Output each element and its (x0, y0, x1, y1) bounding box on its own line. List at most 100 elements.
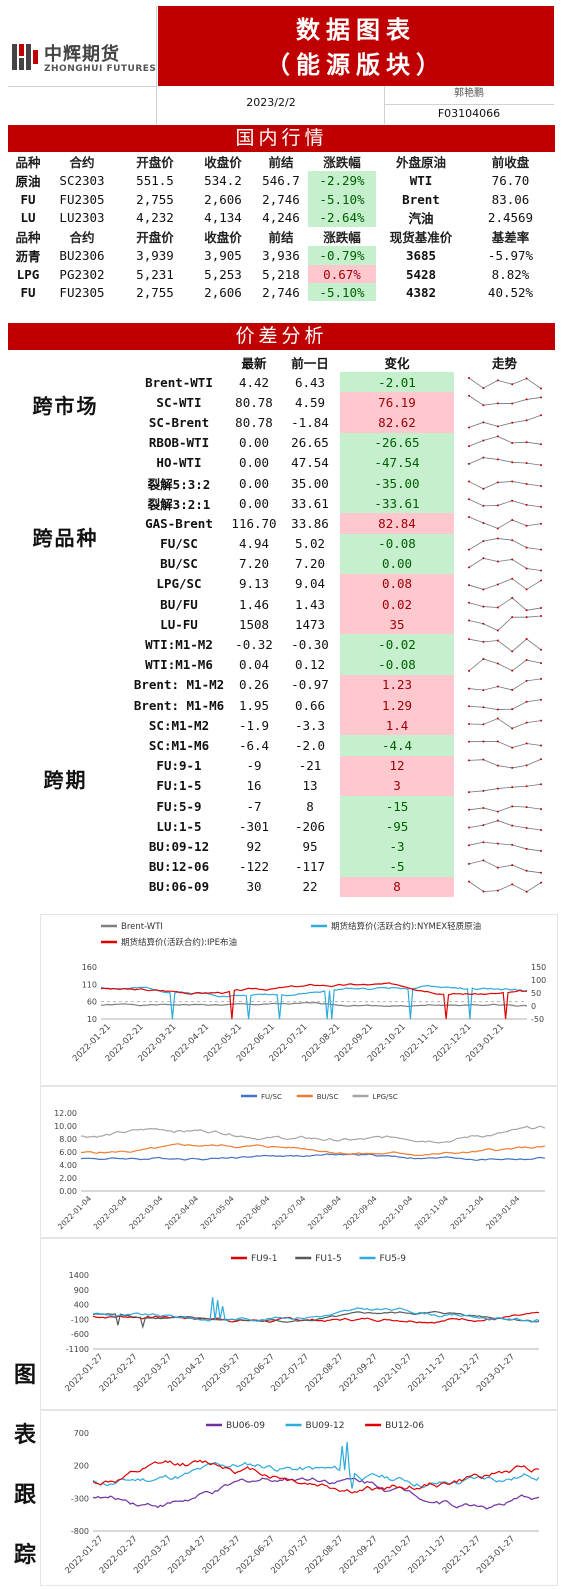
spread-prev: 1.43 (294, 596, 326, 612)
table-cell: 5428 (405, 266, 437, 282)
sparkline-path (468, 615, 541, 632)
spread-prev: -0.30 (291, 637, 329, 653)
sparkline-point (539, 615, 542, 618)
sparkline-point (481, 539, 484, 542)
sparkline-point (525, 806, 528, 809)
sparkline-point (496, 843, 499, 846)
table-cell: FU (20, 284, 36, 300)
spread-latest: 1508 (238, 616, 270, 632)
sparkline-point (539, 387, 542, 390)
title-line2: （能源版块） (266, 50, 446, 79)
spread-name: BU:06-09 (148, 879, 210, 895)
spread-name: FU:5-9 (156, 798, 202, 814)
spread-prev: 33.61 (291, 495, 329, 511)
sparkline-path (468, 377, 541, 389)
spread-prev: 6.43 (294, 374, 326, 390)
sparkline-point (510, 708, 513, 711)
spread-name: WTI:M1-M6 (145, 657, 213, 673)
sparkline-point (481, 706, 484, 709)
domestic-row: LPG PG2302 5,231 5,253 5,218 0.67% 5428 8.82% (10, 265, 555, 283)
domestic-row: 原油 SC2303 551.5 534.2 546.7 -2.29% WTI 76.70 (10, 171, 555, 190)
sparkline (467, 805, 542, 813)
table-cell: BU2306 (59, 248, 105, 263)
sparkline-point (496, 629, 499, 632)
y-tick-label-right: -50 (531, 1015, 544, 1024)
license-code: F03104066 (437, 107, 501, 120)
table-cell: -5.10% (308, 190, 376, 208)
y-tick-label: -800 (71, 1527, 89, 1536)
y-tick-label: 1400 (69, 1271, 89, 1280)
sparkline-point (467, 462, 470, 465)
table-cell: 83.06 (491, 191, 530, 207)
table-cell: 2,606 (204, 284, 242, 300)
sparkline-point (525, 785, 528, 788)
sparkline-point (525, 377, 528, 380)
spread-change: 8 (340, 876, 454, 897)
spread-prev: 22 (302, 879, 318, 895)
sparkline-point (539, 414, 542, 417)
sparkline-point (510, 499, 513, 502)
legend-label: 期货结算价(活跃合约):IPE布油 (121, 937, 237, 948)
spread-latest: 4.94 (238, 536, 270, 552)
spread-change: -15 (340, 795, 454, 817)
table-cell: 4,232 (136, 210, 174, 225)
spread-latest: 1.46 (238, 596, 270, 612)
legend-label: BU/SC (317, 1093, 339, 1101)
legend-label: Brent-WTI (121, 922, 163, 932)
spread-prev: -2.0 (294, 737, 326, 753)
sparkline-point (467, 444, 470, 447)
sparkline-point (539, 881, 542, 884)
table-cell: 4,134 (204, 210, 242, 225)
sparkline-point (510, 441, 513, 444)
spread-latest: -9 (246, 758, 262, 774)
sparkline-point (539, 485, 542, 488)
sparkline-point (481, 588, 484, 591)
sparkline (467, 597, 542, 612)
sparkline-point (496, 819, 499, 822)
spread-name: BU/FU (160, 596, 198, 612)
sparkline-cell (454, 433, 555, 453)
sparkline-point (539, 871, 542, 874)
sparkline-point (496, 708, 499, 711)
sparkline-path (468, 758, 541, 768)
spread-header-row: 最新 前一日 变化 走势 (130, 352, 555, 372)
sparkline-point (525, 658, 528, 661)
table-cell: 3,936 (262, 248, 300, 263)
series-line (92, 1311, 540, 1324)
column-header: 收盘价 (204, 155, 242, 170)
spread-latest: 0.00 (238, 495, 270, 511)
sparkline-point (481, 439, 484, 442)
spread-row: BU:06-09 30 22 8 (130, 876, 555, 897)
header-blank (130, 352, 228, 372)
sparkline-point (496, 504, 499, 507)
sparkline-point (510, 766, 513, 769)
y-tick-label: -600 (71, 1330, 89, 1339)
spread-name: Brent: M1-M6 (133, 697, 225, 713)
sparkline-point (467, 741, 470, 744)
series-line (92, 1310, 540, 1330)
spread-name: Brent: M1-M2 (133, 677, 225, 693)
sparkline-path (468, 481, 541, 490)
sparkline-point (481, 522, 484, 525)
spread-name: SC-Brent (148, 414, 210, 430)
sparkline-point (539, 463, 542, 466)
legend-label: FU5-9 (380, 1254, 407, 1264)
y-tick-label: 700 (74, 1429, 89, 1438)
spread-latest: 0.00 (238, 455, 270, 471)
sparkline-point (539, 579, 542, 582)
series-line (100, 982, 528, 1020)
table-cell: 3685 (405, 248, 437, 263)
spread-prev: 13 (302, 778, 318, 794)
sparkline-point (496, 685, 499, 688)
sparkline-path (468, 820, 541, 831)
spread-prev: 9.04 (294, 576, 326, 592)
table-cell: Brent (402, 191, 440, 207)
sparkline-point (539, 850, 542, 853)
table-cell: LU2303 (59, 210, 105, 225)
spread-prev: 4.59 (294, 394, 326, 410)
table-cell: FU2305 (59, 284, 105, 300)
spread-name: FU:1-5 (156, 778, 202, 794)
sparkline-point (510, 883, 513, 886)
table-cell: 原油 (15, 174, 41, 189)
spread-change: -33.61 (340, 493, 454, 514)
